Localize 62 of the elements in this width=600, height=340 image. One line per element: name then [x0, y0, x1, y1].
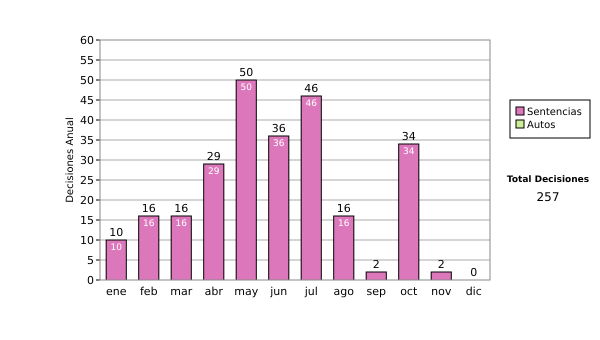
y-tick-label: 35 — [80, 134, 94, 147]
total-label: 2 — [438, 258, 445, 271]
bar — [333, 216, 354, 280]
total-label: 50 — [239, 66, 254, 79]
total-label: 16 — [336, 202, 351, 215]
y-tick-label: 60 — [80, 34, 94, 47]
y-tick-label: 10 — [80, 234, 94, 247]
bar — [236, 80, 257, 280]
data-label: 16 — [176, 219, 188, 229]
y-tick-label: 25 — [80, 174, 94, 187]
bar — [398, 144, 420, 280]
x-tick-label: jul — [304, 285, 318, 298]
data-label: 46 — [306, 99, 318, 109]
total-label: 36 — [272, 122, 286, 135]
total-label: 0 — [470, 266, 478, 279]
data-label: 16 — [338, 219, 350, 229]
bar — [170, 216, 192, 280]
x-tick-label: may — [234, 285, 259, 298]
bar — [268, 136, 290, 280]
y-tick-label: 40 — [80, 114, 94, 127]
total-label: 34 — [402, 130, 416, 143]
x-tick-label: sep — [366, 285, 386, 298]
text: 257 — [536, 190, 560, 204]
x-tick-label: oct — [400, 285, 418, 298]
y-axis-title: Decisiones Anual — [65, 117, 76, 203]
bar — [430, 272, 452, 280]
y-tick-label: 30 — [80, 154, 94, 167]
total-label: 16 — [142, 202, 156, 215]
y-tick-label: 5 — [87, 254, 94, 267]
bar — [300, 96, 322, 280]
x-tick-label: ago — [334, 285, 354, 298]
y-tick-label: 0 — [87, 274, 94, 287]
data-label: 29 — [208, 167, 220, 177]
legend-label: Autos — [527, 120, 556, 131]
total-label: 29 — [206, 150, 221, 163]
x-tick-label: nov — [431, 285, 452, 298]
data-label: 34 — [403, 147, 415, 157]
total-label: 10 — [109, 226, 124, 239]
data-label: 36 — [273, 139, 285, 149]
bar — [138, 216, 160, 280]
total-label: 46 — [304, 82, 318, 95]
y-tick-label: 45 — [80, 94, 94, 107]
y-tick-label: 50 — [80, 74, 94, 87]
text: Total Decisiones — [506, 175, 590, 185]
x-tick-label: mar — [170, 285, 193, 298]
x-tick-label: jun — [269, 285, 288, 298]
x-tick-label: abr — [204, 285, 224, 298]
data-label: 50 — [240, 83, 252, 93]
legend-label: Sentencias — [527, 107, 582, 118]
total-label: 16 — [174, 202, 188, 215]
y-tick-label: 15 — [80, 214, 94, 227]
y-tick-label: 55 — [80, 54, 94, 67]
bar — [106, 240, 127, 280]
x-tick-label: feb — [140, 285, 158, 298]
x-tick-label: dic — [466, 285, 482, 298]
bar — [366, 272, 387, 280]
x-tick-label: ene — [106, 285, 127, 298]
bar — [203, 164, 224, 280]
data-label: 16 — [143, 219, 155, 229]
y-tick-label: 20 — [80, 194, 94, 207]
data-label: 10 — [110, 243, 122, 253]
total-label: 2 — [372, 258, 380, 271]
